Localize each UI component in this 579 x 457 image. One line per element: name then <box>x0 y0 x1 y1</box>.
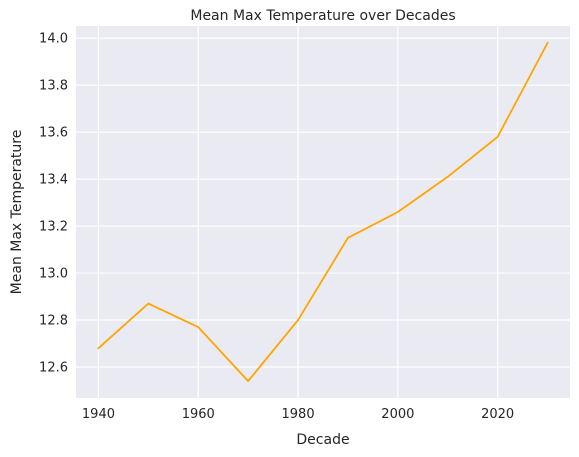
series-layer <box>97 41 549 382</box>
y-tick-label: 12.6 <box>39 361 68 376</box>
x-tick-label: 2000 <box>381 407 414 422</box>
plot-background <box>76 26 570 398</box>
y-tick-label: 14.0 <box>39 32 68 47</box>
y-tick-label: 13.8 <box>39 79 68 94</box>
y-tick-label: 13.6 <box>39 126 68 141</box>
grid-lines <box>76 26 570 398</box>
x-tick-labels: 1940 1960 1980 2000 2020 <box>82 407 514 422</box>
y-tick-label: 13.0 <box>39 267 68 282</box>
y-tick-label: 13.2 <box>39 220 68 235</box>
y-tick-labels: 12.6 12.8 13.0 13.2 13.4 13.6 13.8 14.0 <box>39 32 68 376</box>
x-tick-label: 2020 <box>481 407 514 422</box>
x-tick-label: 1940 <box>82 407 115 422</box>
x-tick-label: 1960 <box>182 407 215 422</box>
y-tick-label: 13.4 <box>39 173 68 188</box>
x-tick-label: 1980 <box>282 407 315 422</box>
y-tick-label: 12.8 <box>39 314 68 329</box>
chart-title: Mean Max Temperature over Decades <box>190 8 455 24</box>
y-axis-label: Mean Max Temperature <box>9 130 25 295</box>
x-axis-label: Decade <box>296 432 349 448</box>
series-line <box>97 41 549 382</box>
